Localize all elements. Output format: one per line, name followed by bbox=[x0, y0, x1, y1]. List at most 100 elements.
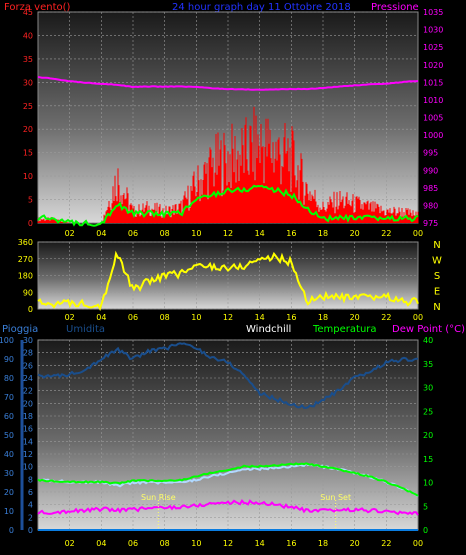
temperature-ytick: 35 bbox=[423, 360, 433, 369]
temperature-ytick: 40 bbox=[423, 336, 433, 345]
temperature-series bbox=[37, 462, 419, 497]
direction-ytick: 180 bbox=[18, 272, 33, 281]
direction-ytick: 90 bbox=[23, 288, 33, 297]
header-title: 24 hour graph day 11 Ottobre 2018 bbox=[172, 2, 351, 13]
direction-xtick: 00 bbox=[413, 313, 423, 322]
wind-gust-series bbox=[37, 106, 419, 223]
legend-rain: Pioggia bbox=[2, 324, 38, 335]
pressure-ytick: 1000 bbox=[423, 131, 443, 140]
pressure-ytick: 1035 bbox=[423, 8, 443, 17]
compass-label: E bbox=[434, 287, 440, 298]
pressure-ytick: 1005 bbox=[423, 114, 443, 123]
humidity-ytick: 20 bbox=[23, 399, 33, 408]
humidity-ytick: 14 bbox=[23, 437, 33, 446]
pressure-series bbox=[37, 76, 419, 91]
tick-layer: 0510152025303540459759809859909951000100… bbox=[0, 8, 443, 548]
pressure-ytick: 985 bbox=[423, 184, 438, 193]
wind-xtick: 10 bbox=[191, 229, 201, 238]
wind-direction-series bbox=[37, 250, 419, 312]
temp-xtick: 00 bbox=[413, 539, 423, 548]
direction-xtick: 12 bbox=[223, 313, 233, 322]
humidity-ytick: 12 bbox=[23, 450, 33, 459]
humidity-ytick: 16 bbox=[23, 425, 33, 434]
wind-avg-series bbox=[37, 184, 419, 227]
temp-xtick: 18 bbox=[318, 539, 328, 548]
rain-ytick: 30 bbox=[4, 469, 14, 478]
direction-ytick: 360 bbox=[18, 238, 33, 247]
humidity-ytick: 8 bbox=[28, 475, 33, 484]
temp-xtick: 02 bbox=[65, 539, 75, 548]
pressure-ytick: 995 bbox=[423, 149, 438, 158]
legend-dewpoint: Dew Point (°C) bbox=[392, 324, 465, 335]
compass-label: S bbox=[434, 271, 440, 282]
rain-ytick: 50 bbox=[4, 431, 14, 440]
humidity-ytick: 22 bbox=[23, 387, 33, 396]
header-left-label: Forza vento() bbox=[4, 2, 71, 13]
wind-ytick: 40 bbox=[23, 31, 33, 40]
rain-ytick: 10 bbox=[4, 507, 14, 516]
rain-ytick: 0 bbox=[9, 526, 14, 535]
wind-ytick: 45 bbox=[23, 8, 33, 17]
legend-humidity: Umidita bbox=[66, 324, 105, 335]
rain-ytick: 40 bbox=[4, 450, 14, 459]
wind-xtick: 12 bbox=[223, 229, 233, 238]
rain-ytick: 80 bbox=[4, 374, 14, 383]
wind-xtick: 20 bbox=[350, 229, 360, 238]
legend-temperature: Temperatura bbox=[312, 324, 377, 335]
direction-xtick: 10 bbox=[191, 313, 201, 322]
humidity-ytick: 28 bbox=[23, 349, 33, 358]
wind-xtick: 22 bbox=[381, 229, 391, 238]
direction-ytick: 0 bbox=[28, 305, 33, 314]
compass-label: W bbox=[432, 256, 442, 267]
temp-xtick: 14 bbox=[255, 539, 265, 548]
pressure-ytick: 990 bbox=[423, 166, 438, 175]
temperature-ytick: 20 bbox=[423, 431, 433, 440]
wind-ytick: 35 bbox=[23, 55, 33, 64]
dewpoint-series bbox=[37, 498, 419, 516]
pressure-ytick: 975 bbox=[423, 219, 438, 228]
humidity-series bbox=[37, 342, 419, 410]
rain-ytick: 70 bbox=[4, 393, 14, 402]
direction-xtick: 14 bbox=[255, 313, 265, 322]
direction-xtick: 06 bbox=[128, 313, 138, 322]
compass-label: N bbox=[433, 302, 440, 313]
temp-xtick: 16 bbox=[286, 539, 296, 548]
temperature-ytick: 25 bbox=[423, 407, 433, 416]
pressure-ytick: 1030 bbox=[423, 26, 443, 35]
humidity-ytick: 10 bbox=[23, 463, 33, 472]
wind-xtick: 08 bbox=[160, 229, 170, 238]
temperature-ytick: 10 bbox=[423, 479, 433, 488]
pressure-ytick: 980 bbox=[423, 201, 438, 210]
direction-xtick: 08 bbox=[160, 313, 170, 322]
wind-ytick: 30 bbox=[23, 78, 33, 87]
temp-xtick: 04 bbox=[96, 539, 106, 548]
direction-xtick: 16 bbox=[286, 313, 296, 322]
temp-xtick: 08 bbox=[160, 539, 170, 548]
pressure-ytick: 1025 bbox=[423, 43, 443, 52]
wind-xtick: 04 bbox=[96, 229, 106, 238]
wind-xtick: 02 bbox=[65, 229, 75, 238]
humidity-ytick: 2 bbox=[28, 513, 33, 522]
direction-xtick: 04 bbox=[96, 313, 106, 322]
header-right-label: Pressione bbox=[371, 2, 419, 13]
temperature-ytick: 30 bbox=[423, 384, 433, 393]
sun-rise-label: Sun Rise bbox=[141, 493, 176, 502]
temp-xtick: 10 bbox=[191, 539, 201, 548]
wind-xtick: 18 bbox=[318, 229, 328, 238]
sun-set-label: Sun Set bbox=[320, 493, 351, 502]
wind-xtick: 06 bbox=[128, 229, 138, 238]
pressure-ytick: 1015 bbox=[423, 78, 443, 87]
wind-xtick: 16 bbox=[286, 229, 296, 238]
humidity-ytick: 4 bbox=[28, 501, 33, 510]
rain-ytick: 100 bbox=[0, 336, 14, 345]
direction-ytick: 270 bbox=[18, 255, 33, 264]
humidity-ytick: 24 bbox=[23, 374, 33, 383]
wind-ytick: 25 bbox=[23, 102, 33, 111]
wind-ytick: 20 bbox=[23, 125, 33, 134]
rain-ytick: 90 bbox=[4, 355, 14, 364]
temperature-ytick: 5 bbox=[423, 502, 428, 511]
humidity-ytick: 6 bbox=[28, 488, 33, 497]
temp-xtick: 22 bbox=[381, 539, 391, 548]
humidity-ytick: 0 bbox=[28, 526, 33, 535]
